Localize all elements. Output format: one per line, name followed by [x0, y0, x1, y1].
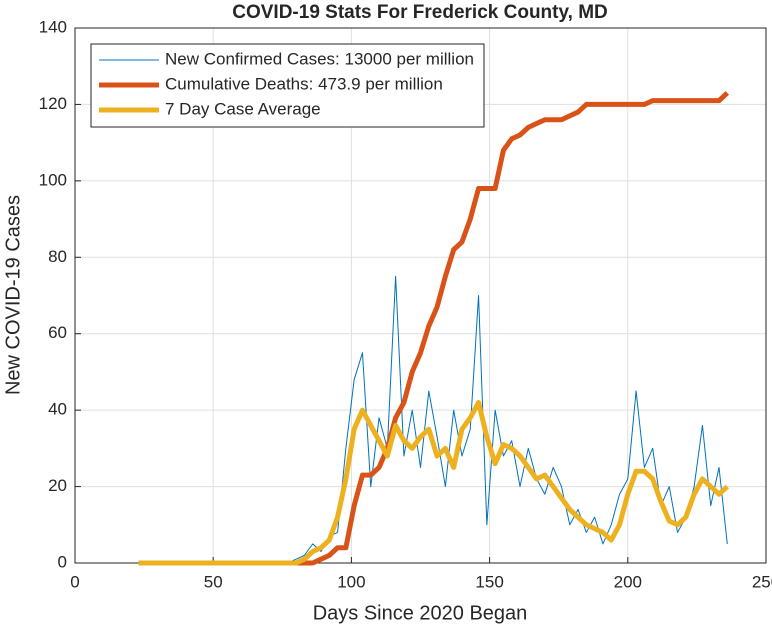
x-tick-label: 100 — [337, 572, 365, 591]
x-tick-label: 50 — [204, 572, 223, 591]
chart-title: COVID-19 Stats For Frederick County, MD — [232, 2, 608, 23]
legend-box — [90, 43, 485, 128]
y-tick-label: 60 — [48, 323, 67, 342]
axes-box — [74, 27, 767, 564]
x-tick-label: 200 — [614, 572, 642, 591]
y-axis-label: New COVID-19 Cases — [2, 195, 24, 395]
x-tick-label: 250 — [752, 572, 772, 591]
y-tick-label: 100 — [39, 170, 67, 189]
y-tick-label: 20 — [48, 476, 67, 495]
legend-label: 7 Day Case Average — [165, 99, 321, 118]
x-tick-label: 150 — [475, 572, 503, 591]
series-line — [138, 400, 729, 566]
y-tick-label: 80 — [48, 247, 67, 266]
x-tick-label: 0 — [70, 572, 79, 591]
y-tick-label: 0 — [58, 552, 67, 571]
y-tick-label: 120 — [39, 94, 67, 113]
x-axis-label: Days Since 2020 Began — [313, 602, 528, 624]
y-tick-label: 140 — [39, 17, 67, 36]
legend-label: Cumulative Deaths: 473.9 per million — [165, 74, 443, 93]
legend: New Confirmed Cases: 13000 per million Cu… — [90, 43, 485, 128]
y-tick-label: 40 — [48, 400, 67, 419]
legend-label: New Confirmed Cases: 13000 per million — [165, 49, 474, 68]
